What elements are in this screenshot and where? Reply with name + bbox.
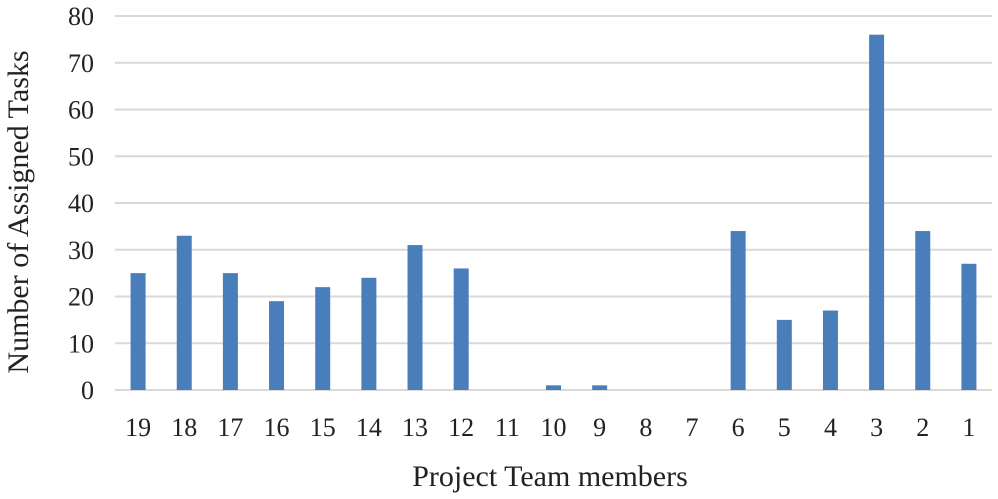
bars — [130, 34, 977, 390]
x-tick-label: 14 — [356, 413, 382, 442]
x-tick-label: 9 — [593, 413, 606, 442]
y-axis-ticks: 0 10 20 30 40 50 60 70 80 — [68, 2, 94, 405]
y-tick-label: 50 — [68, 142, 94, 171]
x-tick-label: 5 — [778, 413, 791, 442]
y-tick-label: 20 — [68, 283, 94, 312]
x-tick-label: 17 — [217, 413, 243, 442]
y-tick-label: 60 — [68, 96, 94, 125]
bar-member-5 — [776, 319, 792, 390]
x-tick-label: 1 — [962, 413, 975, 442]
x-tick-label: 2 — [916, 413, 929, 442]
x-tick-label: 13 — [402, 413, 428, 442]
bar-member-3 — [869, 34, 885, 390]
y-tick-label: 0 — [81, 376, 94, 405]
bar-member-6 — [730, 231, 746, 390]
x-tick-label: 19 — [125, 413, 151, 442]
bar-member-17 — [222, 273, 238, 390]
x-tick-label: 7 — [685, 413, 698, 442]
gridlines — [115, 15, 992, 391]
y-axis-title: Number of Assigned Tasks — [2, 50, 35, 373]
x-tick-label: 11 — [495, 413, 520, 442]
y-tick-label: 70 — [68, 49, 94, 78]
bar-member-2 — [915, 231, 931, 390]
bar-member-13 — [407, 245, 423, 390]
x-tick-label: 18 — [171, 413, 197, 442]
y-tick-label: 80 — [68, 2, 94, 31]
x-tick-label: 16 — [264, 413, 290, 442]
bar-member-10 — [546, 385, 561, 390]
bar-member-9 — [592, 385, 608, 390]
x-tick-label: 3 — [870, 413, 883, 442]
x-axis-ticks: 19 18 17 16 15 14 13 12 11 10 9 8 7 6 5 4 3 2 1 — [125, 413, 975, 442]
bar-member-15 — [315, 287, 331, 390]
bar-member-14 — [361, 277, 377, 390]
y-tick-label: 10 — [68, 329, 94, 358]
x-tick-label: 4 — [824, 413, 837, 442]
x-axis-title: Project Team members — [412, 460, 688, 493]
bar-member-19 — [130, 273, 146, 390]
y-tick-label: 40 — [68, 189, 94, 218]
bar-member-12 — [453, 268, 469, 390]
bar-member-16 — [269, 301, 285, 390]
bar-member-18 — [176, 235, 192, 390]
x-tick-label: 8 — [639, 413, 652, 442]
y-tick-label: 30 — [68, 236, 94, 265]
x-tick-label: 10 — [541, 413, 567, 442]
bar-member-4 — [822, 310, 838, 390]
bar-member-1 — [961, 263, 977, 390]
x-tick-label: 6 — [732, 413, 745, 442]
x-tick-label: 12 — [448, 413, 474, 442]
x-tick-label: 15 — [310, 413, 336, 442]
